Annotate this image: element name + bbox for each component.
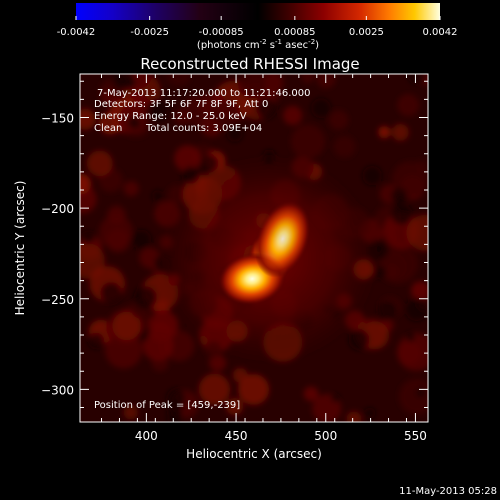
footer-timestamp: 11-May-2013 05:28 <box>399 486 497 497</box>
colorbar-unit-label: (photons cm-2 s-1 asec-2) <box>197 38 319 51</box>
x-tick-label: 400 <box>135 429 158 443</box>
y-tick-label: −150 <box>41 112 74 126</box>
colorbar <box>76 3 440 20</box>
colorbar-tick-label: -0.00085 <box>199 27 244 38</box>
colorbar-tick-label: 0.00085 <box>274 27 315 38</box>
method-text: Clean <box>94 123 122 134</box>
peak-position-text: Position of Peak = [459,-239] <box>94 400 240 411</box>
y-tick-label: −300 <box>41 383 74 397</box>
y-axis-label: Heliocentric Y (arcsec) <box>13 181 27 316</box>
detectors-text: Detectors: 3F 5F 6F 7F 8F 9F, Att 0 <box>94 99 268 110</box>
y-tick-label: −200 <box>41 202 74 216</box>
colorbar-ticks: -0.0042 -0.0025 -0.00085 0.00085 0.0025 0.004… <box>57 16 458 38</box>
x-tick-label: 550 <box>404 429 427 443</box>
colorbar-tick-label: 0.0042 <box>423 27 458 38</box>
x-axis-label: Heliocentric X (arcsec) <box>186 447 322 461</box>
hxr-source <box>254 200 311 278</box>
colorbar-tick-label: -0.0042 <box>57 27 96 38</box>
chart-title: Reconstructed RHESSI Image <box>140 55 359 73</box>
y-tick-label: −250 <box>41 293 74 307</box>
time-range-text: 7-May-2013 11:17:20.000 to 11:21:46.000 <box>97 88 310 99</box>
axis-ticks: 400 450 500 550 −300 −250 −200 −150 <box>41 74 428 443</box>
colorbar-tick-label: -0.0025 <box>130 27 169 38</box>
plot-frame <box>79 73 429 423</box>
total-counts-text: Total counts: 3.09E+04 <box>145 123 262 134</box>
energy-range-text: Energy Range: 12.0 - 25.0 keV <box>94 111 247 122</box>
x-tick-label: 500 <box>314 429 337 443</box>
heatmap-image <box>80 74 428 422</box>
colorbar-tick-label: 0.0025 <box>349 27 384 38</box>
x-tick-label: 450 <box>225 429 248 443</box>
